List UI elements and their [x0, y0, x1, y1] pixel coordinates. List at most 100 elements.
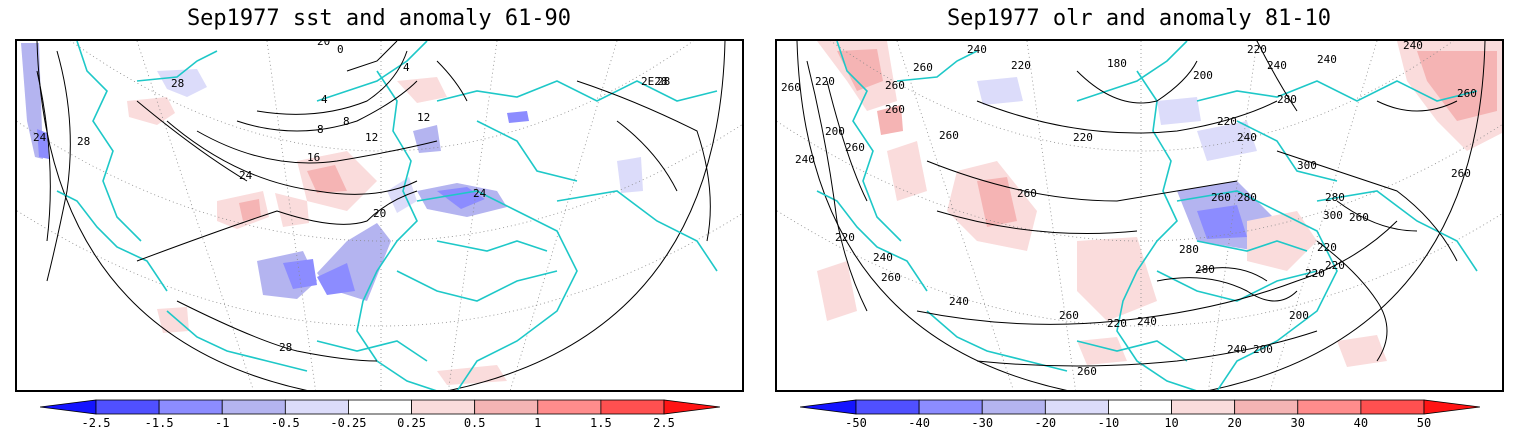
contour-label: 240 [1267, 59, 1287, 72]
colorbar-tick-label: 50 [1416, 416, 1432, 430]
colorbar-swatch [221, 399, 286, 415]
olr-anomaly-map: 240 260 220 260 220 180 200 260 220 240 … [775, 39, 1504, 392]
contour-label: 4 [403, 61, 410, 74]
contour-label: 200 [1193, 69, 1213, 82]
contour-label: 220 [1217, 115, 1237, 128]
contour-label: 200 [825, 125, 845, 138]
contour-label: 260 [781, 81, 801, 94]
colorbar-swatch [981, 399, 1046, 415]
colorbar-swatch [348, 399, 412, 415]
contour-label: 220 [1107, 317, 1127, 330]
contour-label: 240 [949, 295, 969, 308]
contour-label: 220 [815, 75, 835, 88]
contour-label: 200 [1289, 309, 1309, 322]
left-map-title: Sep1977 sst and anomaly 61-90 [186, 6, 572, 31]
colorbar-tick-label: 40 [1353, 416, 1369, 430]
contour-label: 260 [1457, 87, 1477, 100]
olr-map-domain-edge [796, 41, 1486, 390]
sst-anomaly-map: 28 24 28 4 8 8 12 12 16 24 20 24 28 28 2… [15, 39, 744, 392]
contour-label: 12 [417, 111, 430, 124]
contour-label: 260 [885, 79, 905, 92]
colorbar-swatch [537, 399, 602, 415]
contour-label: 280 [1237, 191, 1257, 204]
colorbar-swatch [95, 399, 160, 415]
contour-label: 260 [1077, 365, 1097, 378]
contour-label: 240 [967, 43, 987, 56]
contour-label: 4 [321, 93, 328, 106]
olr-colorbar: -50 -40 -30 -20 -10 10 20 30 40 50 [800, 398, 1480, 430]
contour-label: 220 [1317, 241, 1337, 254]
contour-label: 240 [1137, 315, 1157, 328]
sst-contour-labels: 28 24 28 4 8 8 12 12 16 24 20 24 28 28 2… [33, 41, 670, 354]
colorbar-tick-label: -50 [845, 416, 867, 430]
colorbar-swatch [1297, 399, 1362, 415]
contour-label: 260 [845, 141, 865, 154]
contour-label: 200 [1253, 343, 1273, 356]
colorbar-swatch [600, 399, 665, 415]
sst-map-domain-edge [36, 41, 726, 390]
contour-label: 8 [317, 123, 324, 136]
colorbar-tick-label: -2.5 [81, 416, 111, 430]
colorbar-swatch [1108, 399, 1172, 415]
colorbar-lower-extend [800, 399, 857, 415]
sst-coastlines [56, 41, 718, 390]
colorbar-tick-label: -20 [1034, 416, 1057, 430]
contour-label: 220 [835, 231, 855, 244]
contour-label: 260 [1451, 167, 1471, 180]
contour-label: 280 [1195, 263, 1215, 276]
colorbar-swatch [411, 399, 476, 415]
colorbar-swatch [284, 399, 349, 415]
contour-label: 20 [317, 41, 330, 48]
colorbar-swatch [1044, 399, 1109, 415]
contour-label: 220 [1011, 59, 1031, 72]
contour-label: 20 [373, 207, 386, 220]
colorbar-tick-label: -30 [971, 416, 994, 430]
contour-label: 300 [1297, 159, 1317, 172]
colorbar-tick-label: 2.5 [653, 416, 675, 430]
colorbar-tick-label: 10 [1164, 416, 1179, 430]
sst-map-graticule [17, 41, 742, 390]
colorbar-tick-label: -40 [908, 416, 930, 430]
olr-contour-labels: 240 260 220 260 220 180 200 260 220 240 … [781, 41, 1477, 378]
colorbar-swatch [474, 399, 539, 415]
contour-label: 280 [1325, 191, 1345, 204]
colorbar-tick-label: 20 [1227, 416, 1242, 430]
contour-label: 260 [885, 103, 905, 116]
contour-label: 220 [1073, 131, 1093, 144]
contour-label: 24 [239, 169, 253, 182]
contour-label: 240 [1317, 53, 1337, 66]
olr-contour-lines [806, 41, 1458, 367]
sst-colorbar: -2.5 -1.5 -1 -0.5 -0.25 0.25 0.5 1 1.5 2.5 [40, 398, 720, 430]
contour-label: 16 [307, 151, 320, 164]
colorbar-tick-label: -1 [214, 416, 230, 430]
contour-label: 260 [1211, 191, 1231, 204]
contour-label: 28 [657, 75, 670, 88]
colorbar-swatch [1234, 399, 1299, 415]
contour-label: 220 [1325, 259, 1345, 272]
colorbar-tick-label: 0.5 [463, 416, 486, 430]
contour-label: 2E28 [641, 75, 668, 88]
contour-label: 12 [365, 131, 378, 144]
contour-label: 240 [1403, 41, 1423, 52]
colorbar-tick-label: 1 [534, 416, 542, 430]
contour-label: 240 [795, 153, 815, 166]
contour-label: 28 [279, 341, 292, 354]
colorbar-upper-extend [663, 399, 720, 415]
contour-label: 28 [77, 135, 90, 148]
olr-map-graticule [777, 41, 1502, 390]
colorbar-swatch [1360, 399, 1425, 415]
colorbar-upper-extend [1423, 399, 1480, 415]
olr-colorbar-swatches [800, 399, 1480, 415]
contour-label: 220 [1247, 43, 1267, 56]
colorbar-tick-label: 0.25 [397, 416, 426, 430]
contour-label: 260 [913, 61, 933, 74]
colorbar-tick-label: 30 [1290, 416, 1305, 430]
colorbar-swatch [158, 399, 223, 415]
contour-label: 240 [1237, 131, 1257, 144]
colorbar-swatch [855, 399, 920, 415]
contour-label: 260 [939, 129, 959, 142]
colorbar-lower-extend [40, 399, 97, 415]
sst-colorbar-swatches [40, 399, 720, 415]
right-map-title: Sep1977 olr and anomaly 81-10 [946, 6, 1332, 31]
contour-label: 28 [171, 77, 184, 90]
